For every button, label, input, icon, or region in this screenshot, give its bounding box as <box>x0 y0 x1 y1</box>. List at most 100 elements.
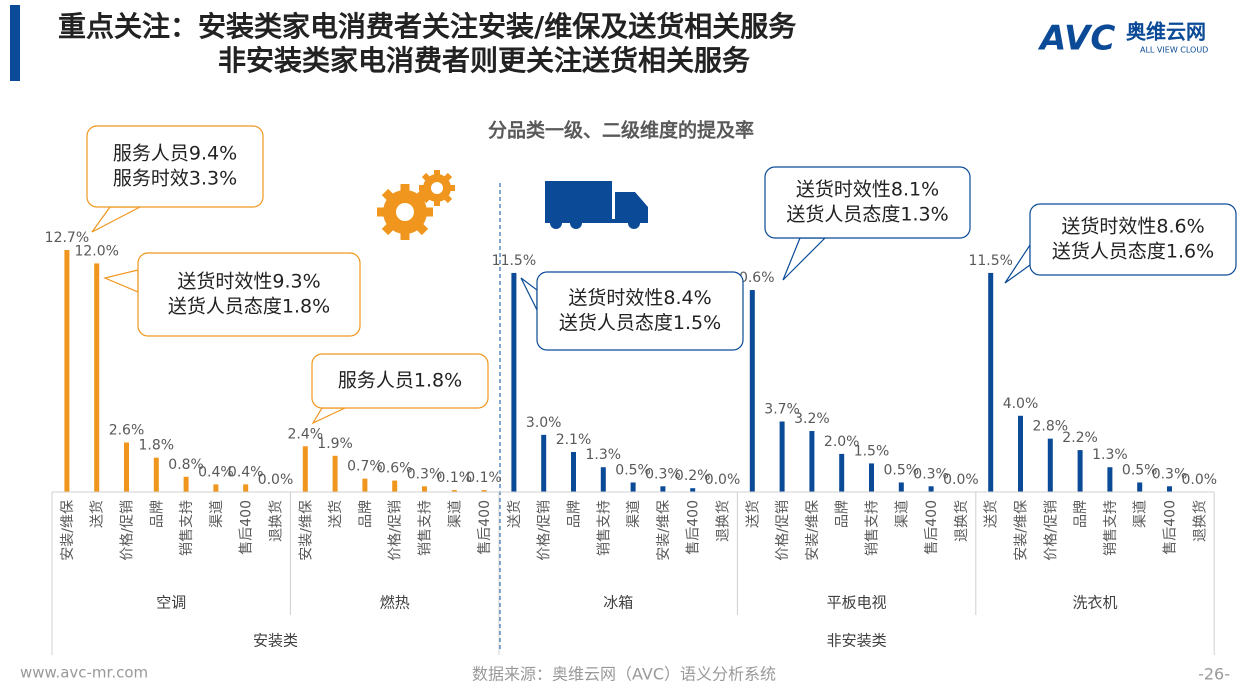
bar <box>749 290 755 492</box>
website: www.avc-mr.com <box>20 664 148 682</box>
x-tick-label: 品牌 <box>357 500 374 528</box>
x-tick-label: 送货 <box>744 500 761 528</box>
x-tick-label: 价格/促销 <box>1043 500 1059 561</box>
bar <box>332 455 338 492</box>
chart: 12.7% 安装/维保 12.0% 送货 2.6% 价格/促销 1.8% 品牌 0.8% 销售支持… <box>45 125 1237 655</box>
bar <box>1047 438 1053 492</box>
callout-text: 送货时效性8.4% <box>568 287 711 309</box>
group-label: 冰箱 <box>603 594 633 612</box>
value-label: 0.4% <box>228 464 264 480</box>
group-label: 空调 <box>156 594 186 612</box>
value-label: 1.3% <box>1092 447 1128 463</box>
x-tick-label: 退换货 <box>953 500 970 542</box>
x-tick-label: 渠道 <box>1133 500 1149 528</box>
value-label: 0.4% <box>198 464 234 480</box>
callout-box <box>1029 203 1237 276</box>
x-tick-label: 安装/维保 <box>1014 500 1030 561</box>
bar <box>511 272 517 492</box>
group-label: 平板电视 <box>827 594 887 612</box>
callout-tail <box>311 407 346 425</box>
callout-text: 送货时效性8.6% <box>1061 216 1204 238</box>
value-label: 3.2% <box>794 411 830 427</box>
x-tick-label: 渠道 <box>447 500 463 528</box>
bar <box>1018 415 1023 492</box>
value-label: 12.7% <box>45 230 89 246</box>
super-group-label: 安装类 <box>253 632 298 650</box>
callout-text: 服务人员1.8% <box>338 370 462 392</box>
value-label: 1.5% <box>854 443 890 459</box>
callout-tail <box>103 269 139 293</box>
bar <box>541 434 547 492</box>
x-tick-label: 品牌 <box>148 500 165 528</box>
x-tick-label: 价格/促销 <box>775 500 791 561</box>
callout-box <box>86 125 264 208</box>
x-tick-label: 送货 <box>89 500 106 528</box>
value-label: 0.3% <box>1152 466 1188 482</box>
value-label: 0.1% <box>437 470 473 486</box>
value-label: 0.5% <box>1122 462 1158 478</box>
gear-icon <box>377 170 455 240</box>
x-tick-label: 售后400 <box>924 500 940 555</box>
x-tick-label: 品牌 <box>834 500 851 528</box>
x-tick-label: 送货 <box>506 500 523 528</box>
x-tick-label: 退换货 <box>268 500 285 542</box>
x-tick-label: 安装/维保 <box>805 500 821 561</box>
value-label: 0.3% <box>407 466 443 482</box>
x-tick-label: 退换货 <box>715 500 732 542</box>
logo-en: ALL VIEW CLOUD <box>1140 46 1208 55</box>
bar <box>213 484 219 492</box>
value-label: 0.0% <box>705 472 741 488</box>
callout-text: 送货人员态度1.6% <box>1052 241 1214 263</box>
page-number: -26- <box>1198 665 1230 684</box>
callout-text: 送货时效性9.3% <box>177 271 320 293</box>
x-tick-label: 安装/维保 <box>298 500 314 561</box>
x-tick-label: 销售支持 <box>596 500 612 556</box>
callout-box <box>137 252 361 337</box>
value-label: 0.3% <box>913 466 949 482</box>
bar <box>869 463 874 492</box>
x-tick-label: 售后400 <box>477 500 493 555</box>
x-tick-label: 渠道 <box>626 500 642 528</box>
bar <box>690 488 696 492</box>
bar <box>779 421 785 492</box>
x-tick-label: 安装/维保 <box>656 500 672 561</box>
group-label: 洗衣机 <box>1072 594 1117 612</box>
callout-tail <box>91 206 141 233</box>
x-tick-label: 售后400 <box>686 500 702 555</box>
callout-tail <box>782 237 827 281</box>
bar <box>392 480 398 492</box>
source: 数据来源：奥维云网（AVC）语义分析系统 <box>472 665 776 684</box>
slide-title-line: 非安装类家电消费者则更关注送货相关服务 <box>218 44 750 77</box>
value-label: 2.1% <box>556 432 592 448</box>
title-accent <box>10 5 20 81</box>
value-label: 0.0% <box>1182 472 1218 488</box>
x-tick-label: 售后400 <box>239 500 255 555</box>
x-tick-label: 渠道 <box>209 500 225 528</box>
bar <box>124 442 129 492</box>
x-tick-label: 品牌 <box>1072 500 1089 528</box>
value-label: 2.6% <box>109 422 145 438</box>
bar <box>1077 450 1083 492</box>
value-label: 2.2% <box>1062 430 1098 446</box>
value-label: 1.9% <box>317 436 353 452</box>
value-label: 11.5% <box>968 253 1012 269</box>
logo-cn: 奥维云网 <box>1126 20 1206 44</box>
bar <box>630 482 636 492</box>
truck-icon <box>545 181 648 229</box>
value-label: 0.0% <box>258 472 294 488</box>
x-tick-label: 售后400 <box>1163 500 1179 555</box>
x-tick-label: 价格/促销 <box>537 500 553 561</box>
logo: AVC <box>1037 19 1115 59</box>
bar <box>64 250 70 492</box>
callout-text: 送货人员态度1.3% <box>786 204 948 226</box>
value-label: 2.8% <box>1033 419 1069 435</box>
x-tick-label: 销售支持 <box>418 500 434 556</box>
super-group-label: 非安装类 <box>827 632 887 650</box>
value-label: 0.1% <box>466 470 502 486</box>
x-tick-label: 销售支持 <box>865 500 881 556</box>
x-tick-label: 价格/促销 <box>120 500 136 561</box>
x-tick-label: 销售支持 <box>179 500 195 556</box>
bar <box>481 490 487 492</box>
value-label: 1.3% <box>586 447 622 463</box>
value-label: 11.5% <box>492 253 536 269</box>
